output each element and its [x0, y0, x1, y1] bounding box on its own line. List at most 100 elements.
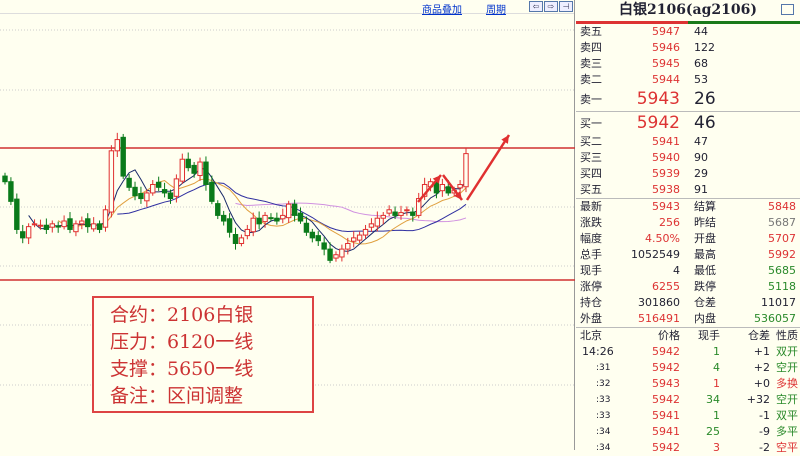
stat-label: 幅度	[580, 232, 602, 245]
candle-body	[14, 198, 20, 230]
tick-volume: 4	[713, 361, 720, 374]
candle-body	[285, 203, 292, 219]
tick-nature: 空开	[776, 393, 798, 406]
candle-body	[262, 214, 268, 223]
candle-body	[197, 161, 203, 177]
ask-label: 卖四	[580, 41, 602, 54]
tick-time: :32	[596, 379, 611, 389]
tick-price: 5942	[652, 345, 680, 358]
bid-price: 5942	[636, 113, 680, 133]
up-trend-arrow-head	[432, 175, 441, 184]
bid-label: 买四	[580, 167, 602, 180]
candle-body	[203, 161, 209, 186]
contract-title: 白银2106(ag2106)	[618, 2, 758, 18]
tick-volume: 34	[706, 393, 720, 406]
candle-body	[179, 158, 186, 182]
scroll-left-button[interactable]: ⇦	[529, 1, 543, 12]
candle-body	[185, 158, 191, 169]
candle-body	[120, 136, 126, 177]
candle-body	[155, 181, 162, 188]
ask-label: 卖五	[580, 25, 602, 38]
ask-row-5: 卖五 5947 44	[576, 24, 800, 40]
candle-body	[108, 150, 115, 213]
stat-label: 最高	[694, 248, 716, 261]
ask-price: 5943	[636, 89, 680, 109]
candle-body	[280, 214, 286, 220]
bid-label: 买三	[580, 151, 602, 164]
add-product-link[interactable]: 商品叠加	[422, 5, 462, 16]
candle-body	[114, 139, 120, 152]
candle-body	[73, 223, 79, 233]
candle-body	[132, 186, 138, 197]
candle-body	[173, 178, 180, 197]
bid-price: 5940	[652, 151, 680, 164]
bid-row-1: 买一 5942 46	[576, 111, 800, 134]
note-remark: 备注：区间调整	[110, 385, 244, 407]
candle-body	[43, 224, 50, 230]
tick-oi-change: -2	[759, 441, 770, 454]
tick-oi-change: -9	[759, 425, 770, 438]
tick-oi-change: +0	[753, 377, 770, 390]
candle-body	[339, 248, 345, 258]
quote-panel: 白银2106(ag2106) 卖五 5947 44 卖四 5946 122 卖三 5945 68…	[576, 0, 800, 454]
tick-list: 北京 价格 现手 仓差 性质 14:26 5942 1 +1 双开:31 5942 4 +2 空开:32 5…	[576, 327, 800, 456]
ask-price: 5947	[652, 25, 680, 38]
bid-volume: 90	[694, 151, 708, 164]
kline-chart[interactable]: 商品叠加 周期 ⇦ ⇨ ⊣ 合约：2106白银 压力：6120一线 支撑：565…	[0, 0, 575, 450]
candle-body	[161, 189, 168, 194]
candle-body	[333, 254, 339, 259]
tick-oi-change: +1	[753, 345, 770, 358]
stat-row: 涨跌 256 昨结 5687	[576, 215, 800, 231]
tick-row: :31 5942 4 +2 空开	[576, 360, 800, 376]
ask-row-2: 卖二 5944 53	[576, 72, 800, 88]
candle-body	[315, 235, 321, 242]
order-book: 卖五 5947 44 卖四 5946 122 卖三 5945 68 卖二 5944 53 卖一 5943 2…	[576, 24, 800, 198]
scroll-end-button[interactable]: ⊣	[559, 1, 573, 12]
candle-body	[309, 231, 316, 239]
candle-body	[250, 217, 256, 233]
note-contract: 合约：2106白银	[110, 304, 254, 326]
tick-row: :32 5943 1 +0 多换	[576, 376, 800, 392]
candle-body	[144, 192, 150, 202]
tick-time: :34	[596, 443, 611, 453]
pullback-arrow-head	[453, 191, 462, 200]
candle-body	[244, 228, 251, 237]
ask-volume: 53	[694, 73, 708, 86]
stat-label: 开盘	[694, 232, 716, 245]
scroll-right-button[interactable]: ⇨	[544, 1, 558, 12]
chart-toolbar: 商品叠加 周期 ⇦ ⇨ ⊣	[0, 0, 574, 16]
stat-label: 跌停	[694, 280, 716, 293]
candle-body	[67, 218, 73, 230]
ask-row-3: 卖三 5945 68	[576, 56, 800, 72]
tick-row: :34 5942 3 -2 空平	[576, 440, 800, 456]
tick-oi-change: -1	[759, 409, 770, 422]
ask-volume: 26	[694, 89, 716, 109]
stat-value: 6255	[652, 280, 680, 293]
candle-body	[374, 217, 381, 227]
note-resistance: 压力：6120一线	[110, 331, 254, 353]
stat-value: 1052549	[631, 248, 680, 261]
candle-body	[96, 223, 103, 230]
ask-volume: 68	[694, 57, 708, 70]
tick-row: 14:26 5942 1 +1 双开	[576, 344, 800, 360]
tick-price: 5942	[652, 361, 680, 374]
candle-body	[167, 192, 174, 200]
tick-price: 5941	[652, 425, 680, 438]
quote-title: 白银2106(ag2106)	[576, 0, 800, 21]
tick-volume: 1	[713, 409, 720, 422]
stat-label: 昨结	[694, 216, 716, 229]
bid-ask-ratio-bar	[576, 21, 800, 24]
tick-oi-change: +2	[753, 361, 770, 374]
tick-nature: 双开	[776, 345, 798, 358]
tick-volume: 25	[706, 425, 720, 438]
stat-value: 5848	[768, 200, 796, 213]
bid-price: 5939	[652, 167, 680, 180]
bid-row-5: 买五 5938 91	[576, 182, 800, 198]
tick-time: :31	[596, 363, 611, 373]
stat-row: 外盘 516491 内盘 536057	[576, 311, 800, 327]
period-link[interactable]: 周期	[486, 5, 506, 16]
bid-label: 买一	[580, 117, 602, 130]
candle-body	[380, 214, 386, 219]
candle-body	[126, 177, 132, 188]
maximize-icon[interactable]	[781, 4, 794, 15]
